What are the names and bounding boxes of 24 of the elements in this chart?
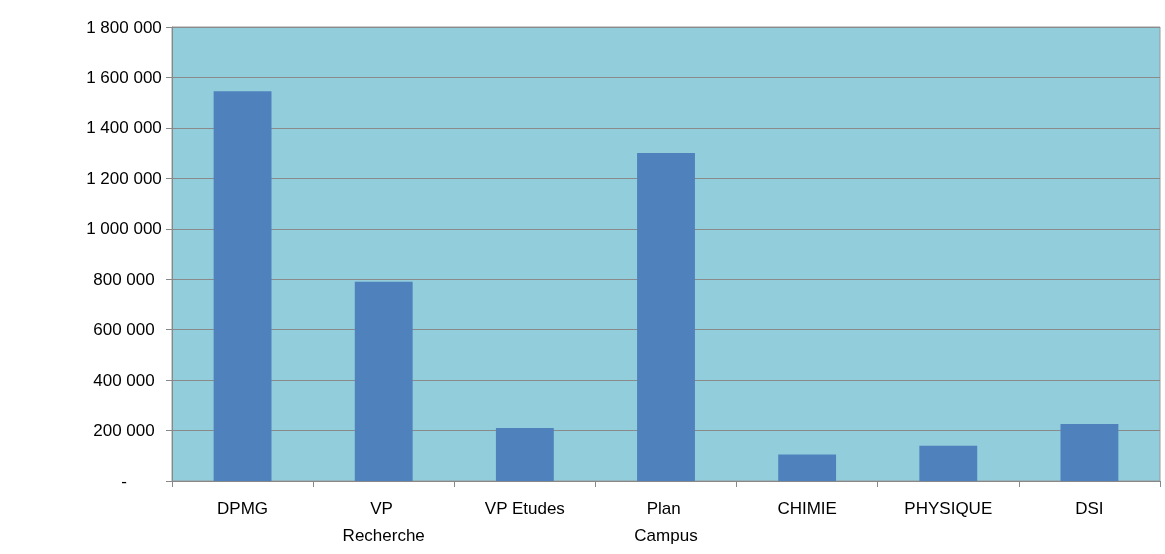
- bar: [354, 281, 413, 481]
- bar: [919, 445, 978, 481]
- y-tick-label: 1 600 000: [86, 67, 162, 87]
- bar: [637, 153, 695, 481]
- y-tick-label: 200 000: [93, 421, 155, 441]
- y-tick-label: 400 000: [93, 370, 155, 390]
- x-tick-label: CHIMIE: [777, 499, 837, 518]
- x-tick-label: VP Etudes: [484, 499, 565, 518]
- y-tick-label: 1 400 000: [86, 118, 162, 138]
- y-tick-label: 1 000 000: [86, 219, 162, 239]
- x-tick-label: DPMG: [217, 499, 269, 518]
- bar: [495, 428, 554, 481]
- bar: [1060, 424, 1119, 481]
- y-tick-label: -: [121, 471, 127, 491]
- bar: [778, 454, 837, 481]
- bar: [213, 91, 272, 481]
- x-tick-label: VP Recherche: [342, 499, 425, 545]
- x-tick-label: DSI: [1075, 499, 1104, 518]
- y-tick-label: 800 000: [93, 269, 155, 289]
- y-tick-label: 600 000: [93, 320, 155, 340]
- y-tick-label: 1 200 000: [86, 168, 162, 188]
- y-tick-label: 1 800 000: [86, 17, 162, 37]
- x-tick-label: Plan Campus: [634, 499, 698, 545]
- x-tick-label: PHYSIQUE: [904, 499, 993, 518]
